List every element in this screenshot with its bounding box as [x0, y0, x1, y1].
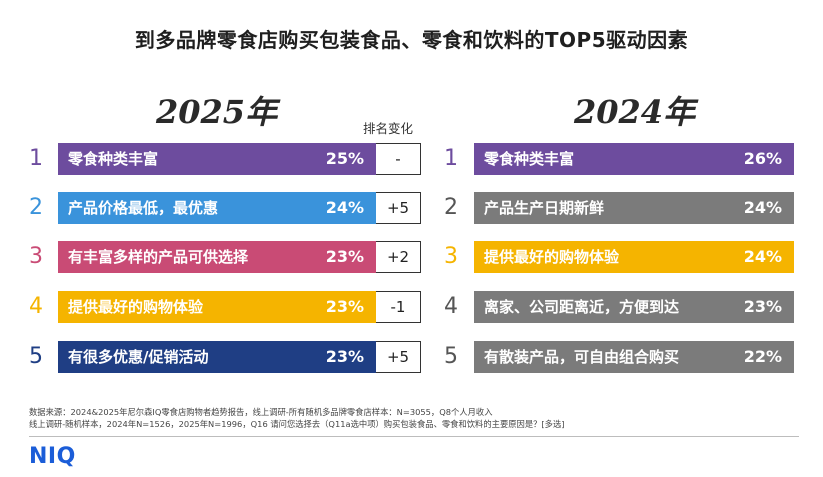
bar: 产品生产日期新鲜 24%: [474, 192, 794, 224]
bar-value-label: 22%: [743, 347, 782, 366]
bar-row-2025-4: 4 提供最好的购物体验 23% -1: [0, 291, 823, 323]
bar: 产品价格最低，最优惠 24%: [58, 192, 376, 224]
bar-label: 零食种类丰富: [484, 150, 575, 168]
bar-row-2024-5: 5 有散装产品，可自由组合购买 22%: [0, 341, 823, 373]
bar-row-2025-5: 5 有很多优惠/促销活动 23% +5: [0, 341, 823, 373]
niq-logo: NIQ: [29, 444, 76, 469]
bar-value-label: 23%: [325, 297, 364, 316]
bar-row-2024-1: 1 零食种类丰富 26%: [0, 143, 823, 175]
bar: 提供最好的购物体验 23%: [58, 291, 376, 323]
rank-change-box: -1: [376, 291, 421, 323]
bar-value-label: 23%: [743, 297, 782, 316]
rank-number: 2: [29, 195, 43, 220]
bar-value-label: 23%: [325, 247, 364, 266]
rank-number: 4: [444, 294, 458, 319]
bar-label: 产品价格最低，最优惠: [68, 199, 219, 217]
footer-divider: [29, 436, 799, 437]
bar-label: 有丰富多样的产品可供选择: [68, 248, 249, 266]
bar-value-label: 25%: [325, 149, 364, 168]
bar-value-label: 24%: [743, 247, 782, 266]
bar-row-2024-2: 2 产品生产日期新鲜 24%: [0, 192, 823, 224]
bar-value-label: 24%: [325, 198, 364, 217]
bar-label: 离家、公司距离近，方便到达: [484, 298, 680, 316]
year-2025-heading: 2025年: [156, 93, 278, 131]
chart-title: 到多品牌零食店购买包装食品、零食和饮料的TOP5驱动因素: [134, 28, 689, 52]
bar-row-2024-4: 4 离家、公司距离近，方便到达 23%: [0, 291, 823, 323]
bar-label: 产品生产日期新鲜: [484, 199, 605, 217]
bar: 零食种类丰富 26%: [474, 143, 794, 175]
rank-number: 3: [29, 244, 43, 269]
rank-number: 4: [29, 294, 43, 319]
source-line-2: 线上调研-随机样本，2024年N=1526，2025年N=1996，Q16 请问…: [29, 419, 565, 429]
rank-change-box: +5: [376, 192, 421, 224]
source-note: 数据来源：2024&2025年尼尔森IQ零食店购物者趋势报告，线上调研-所有随机…: [29, 406, 799, 430]
bar: 提供最好的购物体验 24%: [474, 241, 794, 273]
rank-number: 5: [29, 344, 43, 369]
rank-change-header: 排名变化: [363, 121, 414, 136]
bar-row-2025-3: 3 有丰富多样的产品可供选择 23% +2: [0, 241, 823, 273]
bar-row-2024-3: 3 提供最好的购物体验 24%: [0, 241, 823, 273]
bar-row-2025-2: 2 产品价格最低，最优惠 24% +5: [0, 192, 823, 224]
bar-label: 提供最好的购物体验: [68, 298, 204, 316]
rank-change-box: +2: [376, 241, 421, 273]
rank-number: 3: [444, 244, 458, 269]
bar-label: 有很多优惠/促销活动: [68, 348, 209, 366]
bar-value-label: 26%: [743, 149, 782, 168]
rank-number: 1: [444, 146, 458, 171]
bar-value-label: 24%: [743, 198, 782, 217]
rank-change-box: -: [376, 143, 421, 175]
bar-label: 有散装产品，可自由组合购买: [484, 348, 680, 366]
bar-row-2025-1: 1 零食种类丰富 25% -: [0, 143, 823, 175]
bar: 有丰富多样的产品可供选择 23%: [58, 241, 376, 273]
rank-number: 2: [444, 195, 458, 220]
year-2024-heading: 2024年: [574, 93, 696, 131]
source-line-1: 数据来源：2024&2025年尼尔森IQ零食店购物者趋势报告，线上调研-所有随机…: [29, 407, 493, 417]
bar: 有散装产品，可自由组合购买 22%: [474, 341, 794, 373]
rank-number: 5: [444, 344, 458, 369]
bar-label: 提供最好的购物体验: [484, 248, 620, 266]
rank-number: 1: [29, 146, 43, 171]
rank-change-box: +5: [376, 341, 421, 373]
bar-value-label: 23%: [325, 347, 364, 366]
bar: 零食种类丰富 25%: [58, 143, 376, 175]
bar: 离家、公司距离近，方便到达 23%: [474, 291, 794, 323]
bar-label: 零食种类丰富: [68, 150, 159, 168]
bar: 有很多优惠/促销活动 23%: [58, 341, 376, 373]
